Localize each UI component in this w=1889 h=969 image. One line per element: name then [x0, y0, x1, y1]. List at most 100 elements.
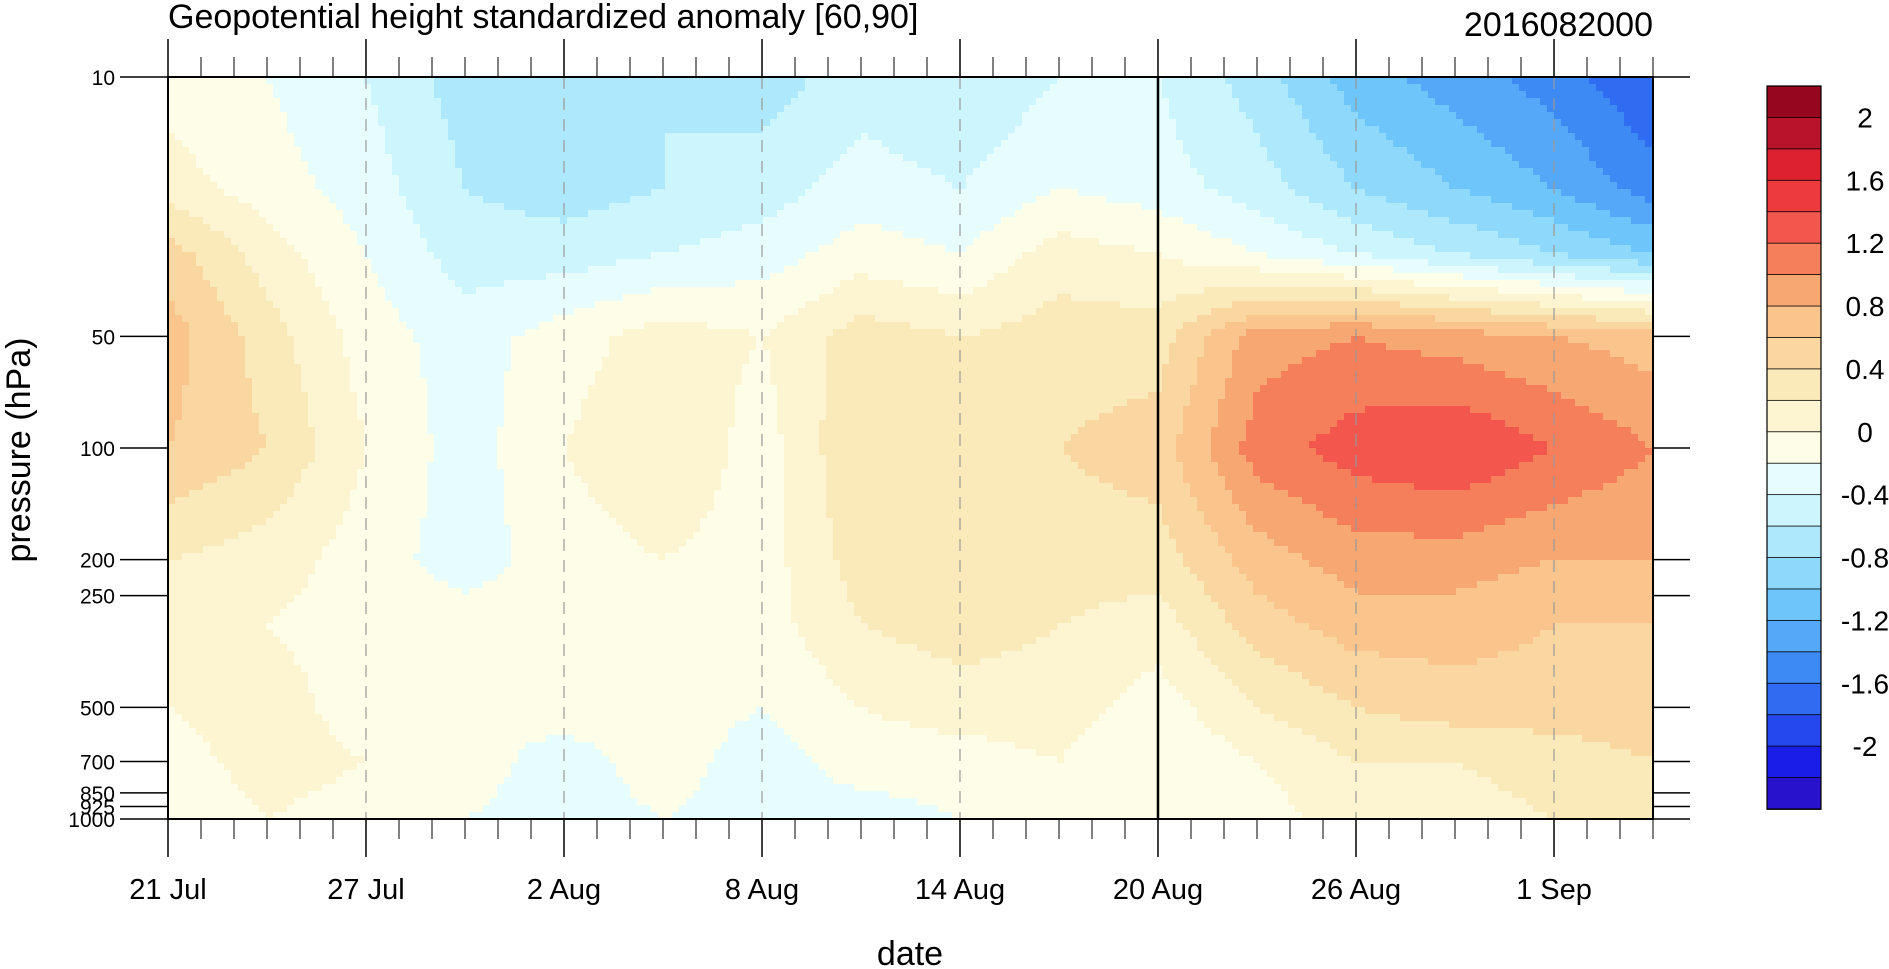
field-cell: [819, 161, 827, 169]
field-cell: [1477, 77, 1485, 85]
field-cell: [266, 84, 274, 92]
field-cell: [987, 196, 995, 204]
field-cell: [196, 175, 204, 183]
field-cell: [406, 119, 414, 127]
field-cell: [1190, 210, 1198, 218]
field-cell: [266, 154, 274, 162]
field-cell: [784, 84, 792, 92]
field-cell: [1029, 77, 1037, 85]
field-cell: [371, 77, 379, 85]
field-cell: [1449, 112, 1457, 120]
field-cell: [1078, 175, 1086, 183]
field-cell: [588, 189, 596, 197]
field-cell: [273, 140, 281, 148]
field-cell: [1211, 133, 1219, 141]
field-cell: [1316, 77, 1324, 85]
field-cell: [245, 224, 253, 232]
field-cell: [707, 182, 715, 190]
field-cell: [1176, 84, 1184, 92]
field-cell: [735, 161, 743, 169]
field-cell: [791, 182, 799, 190]
field-cell: [217, 189, 225, 197]
field-cell: [392, 91, 400, 99]
field-cell: [742, 98, 750, 106]
field-cell: [693, 231, 701, 239]
field-cell: [1372, 161, 1380, 169]
field-cell: [1141, 161, 1149, 169]
field-cell: [1246, 217, 1254, 225]
field-cell: [1057, 182, 1065, 190]
field-cell: [1316, 231, 1324, 239]
field-cell: [693, 168, 701, 176]
field-cell: [672, 91, 680, 99]
field-cell: [1407, 112, 1415, 120]
field-cell: [721, 175, 729, 183]
field-cell: [1064, 224, 1072, 232]
field-cell: [581, 154, 589, 162]
field-cell: [553, 238, 561, 246]
field-cell: [189, 203, 197, 211]
field-cell: [875, 133, 883, 141]
field-cell: [952, 210, 960, 218]
field-cell: [1519, 147, 1527, 155]
field-cell: [770, 98, 778, 106]
field-cell: [1015, 168, 1023, 176]
field-cell: [462, 126, 470, 134]
field-cell: [721, 98, 729, 106]
field-cell: [357, 210, 365, 218]
field-cell: [658, 203, 666, 211]
field-cell: [1267, 126, 1275, 134]
field-cell: [959, 217, 967, 225]
field-cell: [1498, 217, 1506, 225]
field-cell: [1400, 203, 1408, 211]
field-cell: [1337, 140, 1345, 148]
field-cell: [693, 196, 701, 204]
field-cell: [1393, 147, 1401, 155]
field-cell: [945, 189, 953, 197]
field-cell: [630, 168, 638, 176]
field-cell: [1295, 210, 1303, 218]
field-cell: [1197, 182, 1205, 190]
field-cell: [231, 217, 239, 225]
field-cell: [980, 77, 988, 85]
field-cell: [427, 203, 435, 211]
field-cell: [651, 161, 659, 169]
field-cell: [1050, 189, 1058, 197]
field-cell: [210, 203, 218, 211]
field-cell: [742, 154, 750, 162]
field-cell: [357, 119, 365, 127]
field-cell: [1050, 98, 1058, 106]
field-cell: [539, 238, 547, 246]
field-cell: [294, 161, 302, 169]
field-cell: [1043, 112, 1051, 120]
field-cell: [525, 175, 533, 183]
field-cell: [1253, 154, 1261, 162]
field-cell: [770, 217, 778, 225]
field-cell: [1043, 175, 1051, 183]
field-cell: [490, 84, 498, 92]
field-cell: [1372, 196, 1380, 204]
field-cell: [567, 105, 575, 113]
field-cell: [1351, 217, 1359, 225]
field-cell: [1498, 119, 1506, 127]
field-cell: [1134, 133, 1142, 141]
field-cell: [966, 210, 974, 218]
field-cell: [693, 119, 701, 127]
field-cell: [1036, 105, 1044, 113]
field-cell: [721, 154, 729, 162]
field-cell: [903, 175, 911, 183]
field-cell: [280, 147, 288, 155]
field-cell: [1211, 161, 1219, 169]
field-cell: [217, 119, 225, 127]
field-cell: [238, 217, 246, 225]
field-cell: [1351, 105, 1359, 113]
field-cell: [350, 189, 358, 197]
field-cell: [273, 217, 281, 225]
field-cell: [644, 126, 652, 134]
field-cell: [476, 77, 484, 85]
field-cell: [567, 224, 575, 232]
field-cell: [1323, 189, 1331, 197]
field-cell: [763, 140, 771, 148]
field-cell: [980, 168, 988, 176]
field-cell: [336, 133, 344, 141]
